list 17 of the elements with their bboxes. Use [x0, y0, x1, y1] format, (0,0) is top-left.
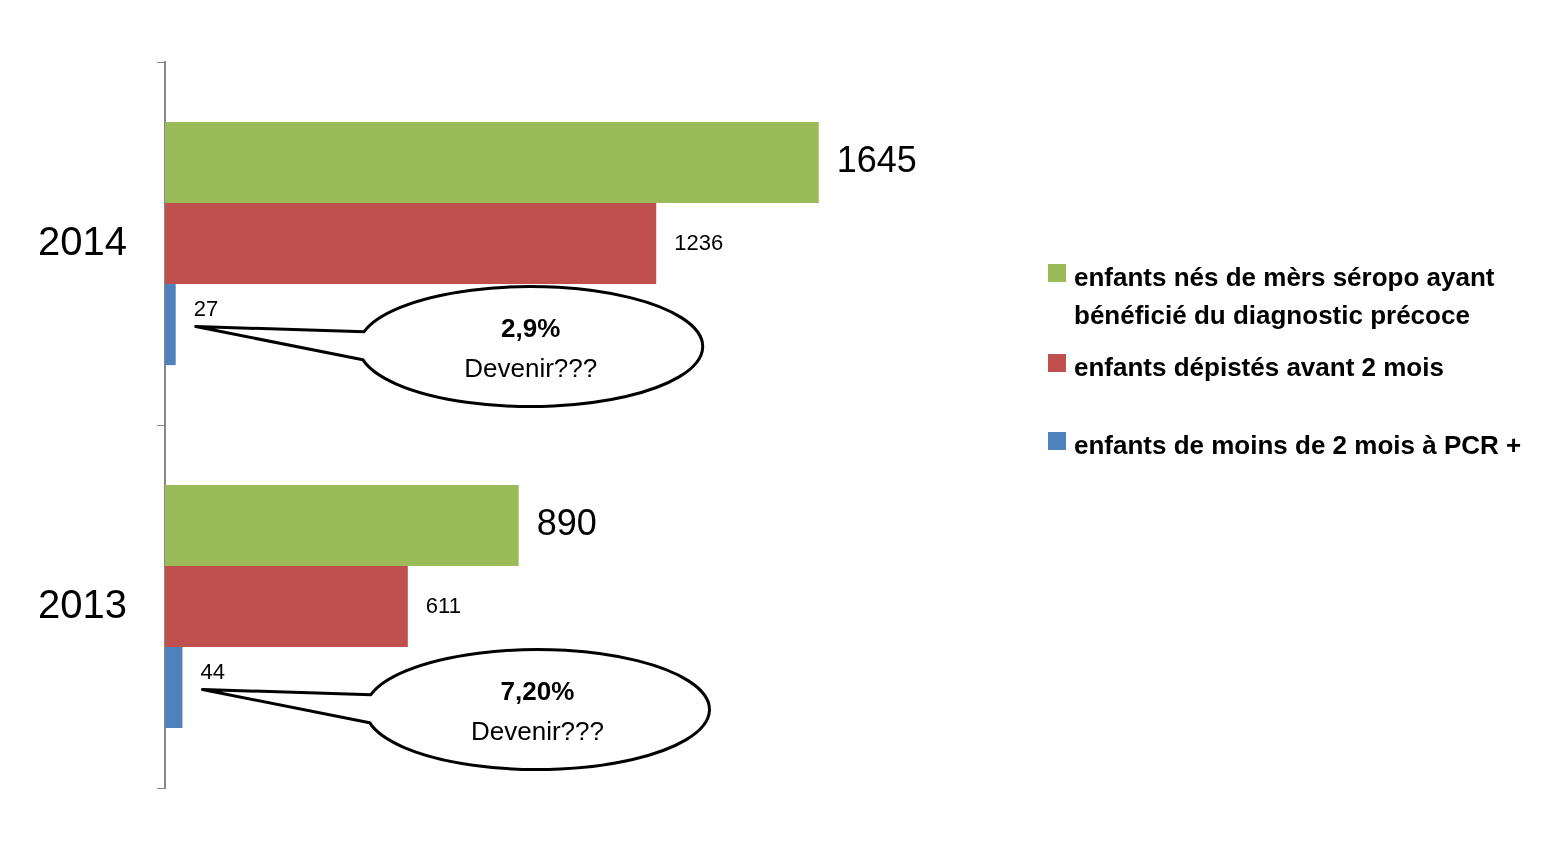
data-label: 1645	[836, 139, 917, 181]
annotation: 2,9% Devenir???	[464, 313, 598, 384]
data-label: 27	[193, 295, 219, 321]
data-label: 890	[536, 502, 597, 544]
data-label: 44	[200, 658, 225, 684]
bar	[164, 647, 183, 729]
legend-label: enfants dépistés avant 2 mois	[1074, 351, 1444, 384]
legend-label: enfants de moins de 2 mois à PCR +	[1074, 429, 1522, 462]
bar	[164, 284, 176, 366]
data-label: 611	[425, 592, 461, 618]
bar	[164, 484, 519, 566]
data-label: 1236	[674, 229, 724, 255]
annotation: 7,20% Devenir???	[470, 676, 604, 747]
bar	[164, 121, 819, 203]
y-tick-label: 2014	[38, 218, 127, 263]
legend-label: enfants nés de mèrs séropo ayant bénéficié du diagnostic précoce	[1074, 261, 1496, 332]
y-tick-label: 2013	[38, 581, 127, 626]
